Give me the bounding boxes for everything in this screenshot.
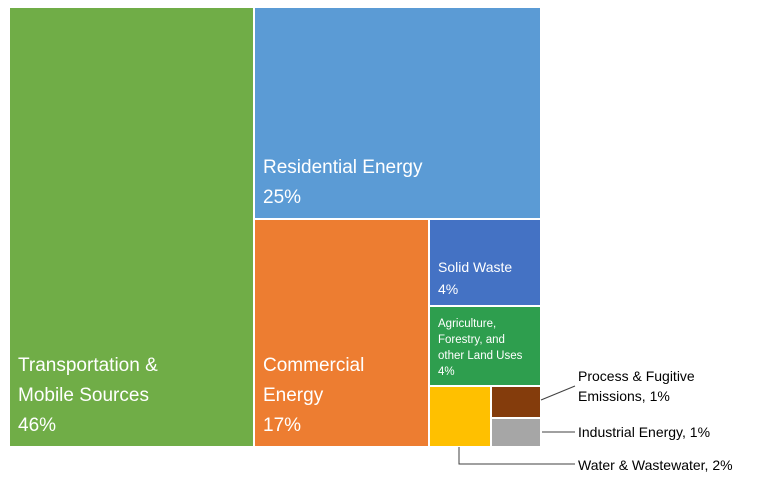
treemap-tile-industrial — [492, 419, 540, 446]
callout-line: Process & Fugitive — [578, 368, 695, 384]
callout-line: Water & Wastewater, 2% — [578, 457, 733, 473]
treemap-tile-commercial: Commercial Energy 17% — [255, 220, 428, 446]
tile-label-line: other Land Uses — [438, 350, 523, 362]
callout-industrial: Industrial Energy, 1% — [578, 422, 710, 442]
tile-label-line: Agriculture, — [438, 318, 497, 330]
leader-line-water — [458, 447, 575, 465]
tile-label-agriculture: Agriculture, Forestry, and other Land Us… — [430, 316, 540, 385]
tile-label-line: Solid Waste — [438, 259, 513, 275]
treemap-tile-agriculture: Agriculture, Forestry, and other Land Us… — [430, 307, 540, 385]
treemap-tile-residential: Residential Energy 25% — [255, 8, 540, 218]
tile-label-commercial: Commercial Energy 17% — [255, 351, 428, 446]
tile-label-line: Transportation & — [18, 355, 158, 376]
tile-label-line: Energy — [263, 385, 324, 406]
callout-process-fugitive: Process & Fugitive Emissions, 1% — [578, 366, 695, 406]
tile-label-solid-waste: Solid Waste 4% — [430, 256, 540, 305]
tile-value: 4% — [438, 281, 459, 297]
tile-value: 4% — [438, 366, 455, 378]
tile-label-line: Residential Energy — [263, 157, 423, 178]
treemap-tile-process — [492, 387, 540, 417]
leader-line-process — [540, 385, 576, 401]
treemap-tile-transportation: Transportation & Mobile Sources 46% — [10, 8, 253, 446]
tile-label-residential: Residential Energy 25% — [255, 153, 540, 218]
tile-value: 46% — [18, 415, 57, 436]
treemap-tile-solid-waste: Solid Waste 4% — [430, 220, 540, 305]
callout-line: Industrial Energy, 1% — [578, 424, 711, 440]
tile-value: 25% — [263, 187, 302, 208]
callout-line: Emissions, 1% — [578, 388, 670, 404]
callout-water: Water & Wastewater, 2% — [578, 455, 733, 475]
tile-label-transportation: Transportation & Mobile Sources 46% — [10, 351, 253, 446]
tile-label-line: Forestry, and — [438, 334, 505, 346]
tile-label-line: Mobile Sources — [18, 385, 149, 406]
treemap-tile-water — [430, 387, 490, 446]
tile-label-line: Commercial — [263, 355, 365, 376]
tile-value: 17% — [263, 415, 302, 436]
